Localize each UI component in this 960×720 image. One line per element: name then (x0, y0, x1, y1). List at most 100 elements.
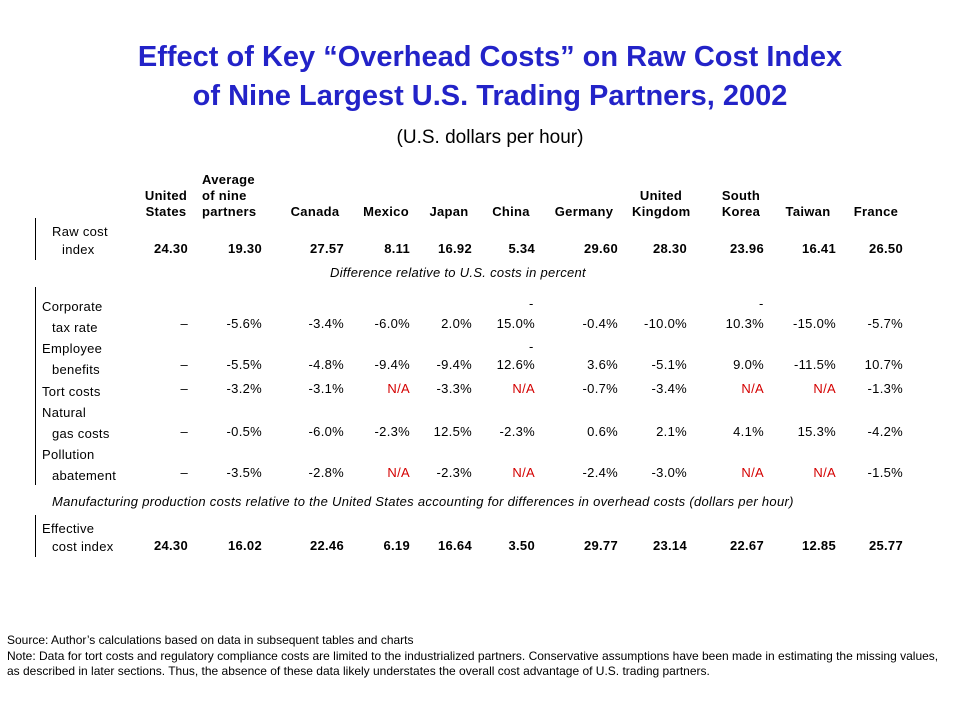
table-cell: -4.8% (308, 357, 344, 372)
table-cell: N/A (512, 381, 535, 396)
table-cell: – (180, 316, 188, 331)
table-cell: 10.7% (864, 357, 903, 372)
column-header: Average of nine partners (202, 172, 257, 219)
dash-mark: - (529, 296, 534, 311)
column-header: South Korea (721, 188, 761, 219)
table-cell: – (180, 424, 188, 439)
table-cell: -1.5% (867, 465, 903, 480)
table-cell: -2.3% (436, 465, 472, 480)
table-cell: N/A (387, 381, 410, 396)
section-label: Manufacturing production costs relative … (52, 494, 794, 509)
row-label: Raw cost index (52, 224, 108, 257)
table-cell: -15.0% (793, 316, 836, 331)
page-subtitle: (U.S. dollars per hour) (396, 127, 584, 148)
table-cell: 2.1% (656, 424, 687, 439)
cost-index-table: United States Average of nine partners Canada… (35, 172, 903, 557)
table-cell: – (180, 465, 188, 480)
table-cell: 2.0% (441, 316, 472, 331)
table-cell: -4.2% (867, 424, 903, 439)
table-cell: 26.50 (868, 241, 903, 256)
table-cell: -3.4% (308, 316, 344, 331)
table-cell: N/A (813, 381, 836, 396)
table-cell: -0.4% (582, 316, 618, 331)
table-cell: 23.96 (729, 241, 764, 256)
table-cell: – (180, 357, 188, 372)
table-cell: 5.34 (508, 241, 535, 256)
page-title: Effect of Key “Overhead Costs” on Raw Co… (0, 38, 960, 116)
table-cell: -2.3% (374, 424, 410, 439)
table-cell: – (180, 381, 188, 396)
table-cell: N/A (387, 465, 410, 480)
table-cell: N/A (813, 465, 836, 480)
table-cell: -5.1% (651, 357, 687, 372)
table-cell: -2.4% (582, 465, 618, 480)
row-label: Effective cost index (42, 521, 114, 554)
column-header: Canada (290, 204, 340, 219)
table-cell: -3.3% (436, 381, 472, 396)
table-cell: 16.64 (437, 538, 472, 553)
table-cell: 12.85 (801, 538, 836, 553)
table-cell: 27.57 (309, 241, 344, 256)
title-line-2: of Nine Largest U.S. Trading Partners, 2… (192, 80, 788, 112)
table-cell: -3.5% (226, 465, 262, 480)
table-cell: 16.02 (227, 538, 262, 553)
column-header: Japan (429, 204, 469, 219)
table-cell: -5.7% (867, 316, 903, 331)
table-cell: -0.7% (582, 381, 618, 396)
table-cell: 12.6% (496, 357, 535, 372)
table-cell: 28.30 (652, 241, 687, 256)
row-label: Natural gas costs (42, 405, 110, 441)
column-header: Mexico (363, 204, 409, 219)
dash-mark: - (529, 339, 534, 354)
table-cell: 22.67 (729, 538, 764, 553)
table-cell: -3.0% (651, 465, 687, 480)
table-cell: -10.0% (644, 316, 687, 331)
table-cell: 12.5% (433, 424, 472, 439)
table-cell: -3.4% (651, 381, 687, 396)
table-cell: -2.3% (499, 424, 535, 439)
column-header: United Kingdom (632, 188, 691, 219)
section-label: Difference relative to U.S. costs in per… (330, 265, 586, 280)
note-text: Note: Data for tort costs and regulatory… (7, 648, 939, 679)
table-cell: -0.5% (226, 424, 262, 439)
table-divider-line (35, 515, 36, 557)
table-cell: 15.3% (797, 424, 836, 439)
table-cell: -6.0% (308, 424, 344, 439)
row-label: Tort costs (42, 384, 101, 399)
row-label: Corporate tax rate (42, 299, 103, 335)
table-cell: 15.0% (496, 316, 535, 331)
column-header: China (492, 204, 530, 219)
table-cell: 9.0% (733, 357, 764, 372)
table-cell: 24.30 (153, 241, 188, 256)
table-cell: 3.6% (587, 357, 618, 372)
table-cell: 8.11 (384, 241, 410, 256)
table-cell: 3.50 (508, 538, 535, 553)
table-divider-line (35, 287, 36, 485)
table-cell: -1.3% (867, 381, 903, 396)
row-label: Pollution abatement (42, 447, 117, 483)
table-cell: 4.1% (733, 424, 764, 439)
table-cell: 24.30 (153, 538, 188, 553)
row-label: Employee benefits (42, 341, 103, 377)
source-note: Source: Author’s calculations based on d… (7, 633, 953, 680)
table-cell: -2.8% (308, 465, 344, 480)
table-cell: N/A (741, 381, 764, 396)
title-line-1: Effect of Key “Overhead Costs” on Raw Co… (137, 41, 843, 73)
table-cell: 6.19 (383, 538, 410, 553)
table-cell: -6.0% (374, 316, 410, 331)
table-cell: 23.14 (652, 538, 687, 553)
table-cell: -11.5% (793, 357, 836, 372)
table-cell: N/A (512, 465, 535, 480)
column-header: United States (144, 188, 188, 219)
table-cell: 19.30 (227, 241, 262, 256)
table-cell: -3.1% (308, 381, 344, 396)
table-cell: 25.77 (868, 538, 903, 553)
table-cell: -9.4% (436, 357, 472, 372)
column-header: France (853, 204, 899, 219)
table-cell: 16.92 (437, 241, 472, 256)
table-cell: 10.3% (725, 316, 764, 331)
dash-mark: - (759, 296, 764, 311)
table-cell: -9.4% (374, 357, 410, 372)
column-header: Germany (554, 204, 614, 219)
column-header: Taiwan (785, 204, 831, 219)
